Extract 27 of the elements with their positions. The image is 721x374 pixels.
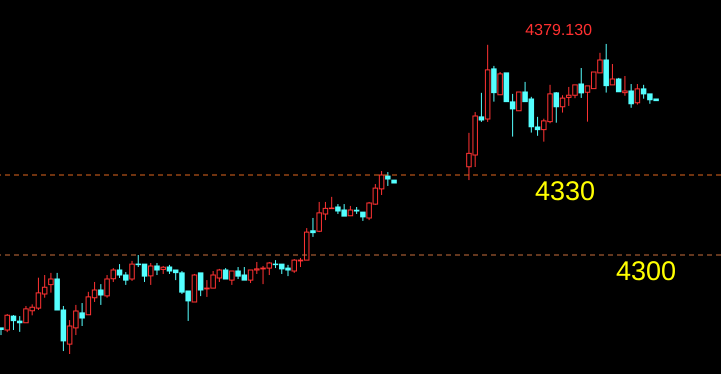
candlestick (634, 84, 640, 106)
candlestick (578, 68, 584, 98)
ref-line-label: 4300 (616, 256, 676, 286)
candlestick (491, 65, 497, 102)
candlestick (554, 92, 560, 124)
candlestick (98, 284, 104, 306)
candlestick (79, 302, 85, 326)
candlestick (198, 272, 204, 297)
candlestick (129, 260, 135, 282)
candlestick (610, 64, 616, 86)
candlestick (48, 272, 54, 294)
candlestick (385, 172, 391, 186)
candlestick (478, 92, 484, 122)
annotation: 4379.130 (525, 22, 592, 39)
candlestick (154, 262, 160, 276)
candlestick (310, 217, 316, 238)
candlestick (348, 205, 354, 217)
candlestick (229, 270, 235, 286)
candlestick (628, 84, 634, 108)
candlestick (616, 77, 622, 92)
candlestick (497, 72, 503, 96)
candlestick (622, 76, 628, 96)
candlestick (222, 268, 228, 280)
ref-line-label: 4330 (534, 176, 596, 206)
candlestick (4, 313, 10, 333)
candlestick (516, 92, 522, 112)
candlestick (148, 262, 154, 286)
